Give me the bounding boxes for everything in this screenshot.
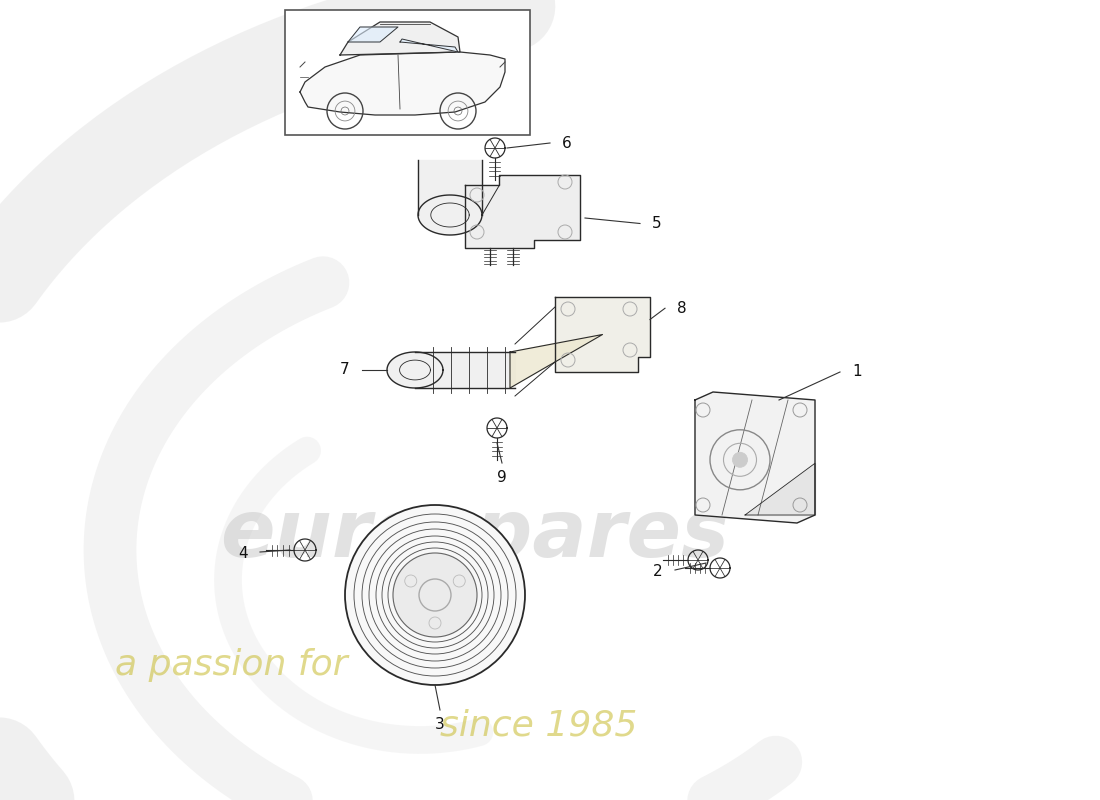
Polygon shape (465, 175, 580, 248)
Polygon shape (300, 52, 505, 115)
Polygon shape (510, 334, 603, 388)
Text: 6: 6 (562, 135, 572, 150)
Text: 9: 9 (497, 470, 507, 485)
Polygon shape (418, 195, 482, 235)
Text: 2: 2 (652, 565, 662, 579)
Polygon shape (387, 352, 443, 388)
Polygon shape (695, 392, 815, 523)
Text: 1: 1 (852, 365, 861, 379)
Polygon shape (400, 39, 458, 52)
Polygon shape (340, 22, 460, 55)
Circle shape (393, 553, 477, 637)
Text: 3: 3 (436, 717, 444, 732)
Text: a passion for: a passion for (116, 648, 348, 682)
Text: 5: 5 (652, 216, 661, 231)
Text: 8: 8 (676, 301, 686, 316)
Polygon shape (418, 160, 482, 215)
Polygon shape (415, 352, 515, 388)
Polygon shape (556, 297, 650, 372)
Circle shape (345, 505, 525, 685)
Text: eurospares: eurospares (220, 496, 729, 574)
Bar (285, 10, 530, 135)
Circle shape (733, 452, 748, 467)
Polygon shape (348, 27, 398, 42)
Polygon shape (745, 463, 815, 515)
Text: 7: 7 (340, 362, 349, 378)
Text: since 1985: since 1985 (440, 708, 637, 742)
Text: 4: 4 (239, 546, 248, 561)
